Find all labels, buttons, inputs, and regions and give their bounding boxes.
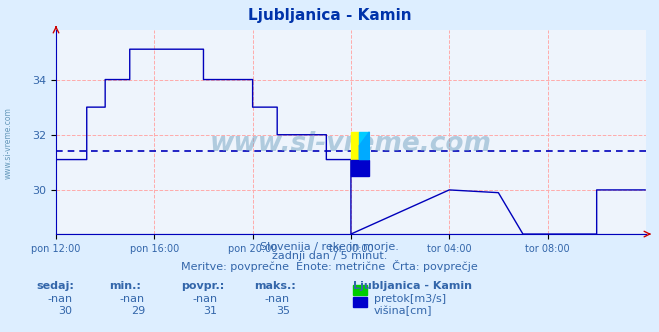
Text: Ljubljanica - Kamin: Ljubljanica - Kamin [353, 281, 472, 290]
Text: 35: 35 [276, 306, 290, 316]
Bar [351, 160, 369, 176]
Polygon shape [359, 132, 369, 160]
Text: Meritve: povprečne  Enote: metrične  Črta: povprečje: Meritve: povprečne Enote: metrične Črta:… [181, 260, 478, 272]
Text: sedaj:: sedaj: [36, 281, 74, 290]
Text: maks.:: maks.: [254, 281, 295, 290]
Text: www.si-vreme.com: www.si-vreme.com [210, 131, 492, 157]
Text: -nan: -nan [120, 294, 145, 304]
Text: min.:: min.: [109, 281, 140, 290]
Polygon shape [359, 132, 369, 146]
Text: www.si-vreme.com: www.si-vreme.com [3, 107, 13, 179]
Text: -nan: -nan [192, 294, 217, 304]
Text: povpr.:: povpr.: [181, 281, 225, 290]
Text: -nan: -nan [265, 294, 290, 304]
Bar [351, 132, 359, 160]
Text: 29: 29 [130, 306, 145, 316]
Text: -nan: -nan [47, 294, 72, 304]
Text: zadnji dan / 5 minut.: zadnji dan / 5 minut. [272, 251, 387, 261]
Text: 31: 31 [204, 306, 217, 316]
Text: višina[cm]: višina[cm] [374, 306, 432, 316]
Text: pretok[m3/s]: pretok[m3/s] [374, 294, 445, 304]
Text: 30: 30 [59, 306, 72, 316]
Text: Slovenija / reke in morje.: Slovenija / reke in morje. [260, 242, 399, 252]
Text: Ljubljanica - Kamin: Ljubljanica - Kamin [248, 8, 411, 23]
